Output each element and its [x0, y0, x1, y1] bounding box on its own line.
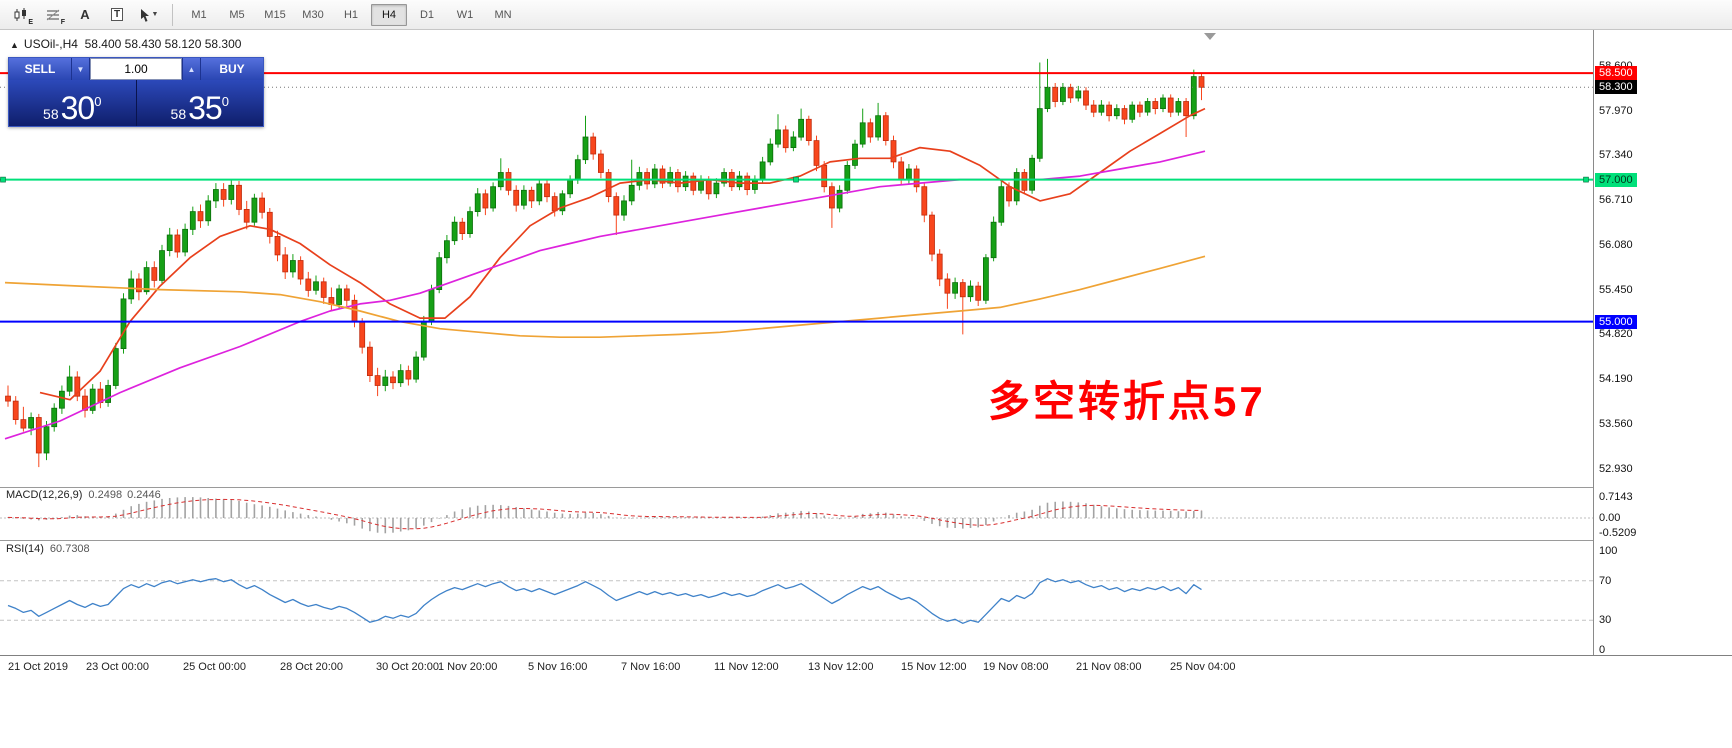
timeframe-m1-button[interactable]: M1 — [191, 8, 207, 21]
ask-main-digits: 35 — [188, 89, 223, 126]
one-click-collapse-icon[interactable]: ▲ — [10, 40, 19, 50]
rsi-axis-label: 100 — [1599, 545, 1618, 557]
chart-text-annotation: 多空转折点57 — [988, 378, 1266, 425]
timeframe-group: M1 M5 M15 M30 H1 H4 D1 W1 MN — [180, 3, 522, 26]
timeframe-w1-button[interactable]: W1 — [456, 8, 474, 21]
time-axis-label: 13 Nov 12:00 — [808, 661, 874, 673]
bid-main-digits: 30 — [60, 89, 96, 126]
price-chart-canvas[interactable] — [0, 30, 1732, 487]
timeframe-m30-button[interactable]: M30 — [302, 8, 324, 21]
timeframe-m15-button[interactable]: M15 — [264, 8, 286, 21]
price-axis-label: 56.080 — [1599, 238, 1633, 251]
text-label-icon[interactable]: T — [102, 2, 132, 28]
volume-input[interactable] — [91, 59, 181, 79]
price-axis-label: 54.190 — [1599, 373, 1633, 386]
price-level-badge: 55.000 — [1595, 314, 1637, 329]
toolbar-separator — [172, 3, 173, 26]
pointer-tools-icon[interactable]: ▼ — [134, 2, 164, 28]
price-axis-label: 53.560 — [1599, 417, 1633, 430]
drawing-tools-group: E F A T ▼ — [5, 2, 165, 28]
bid-price-button[interactable]: 58 30 0 — [9, 80, 137, 126]
time-axis-label: 11 Nov 12:00 — [714, 661, 779, 673]
timeframe-mn-button[interactable]: MN — [494, 8, 512, 21]
ask-prefix: 58 — [170, 106, 187, 122]
price-axis-label: 55.450 — [1599, 283, 1633, 296]
symbol-name: USOil-,H4 — [23, 37, 78, 51]
rsi-axis-label: 30 — [1599, 614, 1612, 627]
macd-panel-canvas[interactable] — [0, 487, 1732, 540]
price-axis[interactable]: 58.60057.97057.34056.71056.08055.45054.8… — [1594, 30, 1732, 676]
timeframe-h1-button[interactable]: H1 — [343, 8, 359, 21]
rsi-line — [7, 578, 1202, 624]
price-axis-divider — [1593, 30, 1594, 655]
time-axis-label: 21 Oct 2019 — [8, 661, 68, 673]
rsi-axis-label: 70 — [1599, 574, 1612, 587]
bid-prefix: 58 — [43, 106, 59, 122]
macd-signal-line — [7, 498, 1202, 530]
price-level-badge: 58.500 — [1595, 66, 1637, 81]
ma-fast-line — [39, 107, 1206, 401]
macd-label: MACD(12,26,9) 0.2498 0.2446 — [6, 489, 161, 501]
volume-decrease-icon[interactable]: ▼ — [72, 58, 90, 80]
price-axis-label: 52.930 — [1599, 462, 1633, 475]
time-axis-label: 5 Nov 16:00 — [528, 661, 588, 673]
time-axis-label: 23 Oct 00:00 — [86, 661, 149, 673]
rsi-label: RSI(14) 60.7308 — [6, 543, 90, 555]
ask-pipette: 0 — [221, 94, 229, 109]
time-axis-label: 21 Nov 08:00 — [1076, 661, 1142, 673]
time-axis-label: 25 Nov 04:00 — [1170, 661, 1236, 673]
time-axis-label: 7 Nov 16:00 — [621, 661, 681, 673]
time-axis-label: 19 Nov 08:00 — [983, 661, 1049, 673]
macd-axis-label: -0.5209 — [1599, 527, 1637, 540]
ma-slow-line — [4, 255, 1206, 339]
price-axis-label: 57.340 — [1599, 149, 1633, 162]
timeframe-h4-button[interactable]: H4 — [371, 3, 407, 26]
time-axis[interactable]: 21 Oct 2019 23 Oct 00:00 25 Oct 00:00 28 Oc… — [0, 655, 1732, 678]
time-axis-label: 28 Oct 20:00 — [280, 661, 343, 673]
sell-button[interactable]: SELL — [9, 58, 72, 80]
candlestick-chart-icon[interactable]: E — [6, 2, 36, 28]
volume-increase-icon[interactable]: ▲ — [182, 58, 200, 80]
price-axis-label: 54.820 — [1599, 328, 1633, 341]
price-level-badge: 57.000 — [1595, 172, 1637, 187]
time-axis-label: 15 Nov 12:00 — [901, 661, 967, 673]
rsi-axis-label: 0 — [1599, 644, 1606, 656]
time-axis-label: 25 Oct 00:00 — [183, 661, 246, 673]
time-axis-label: 30 Oct 20:00 — [376, 661, 439, 673]
bid-pipette: 0 — [94, 94, 102, 109]
text-annotation-icon[interactable]: A — [80, 7, 90, 22]
price-level-badge: 58.300 — [1595, 80, 1637, 95]
fibonacci-grid-icon[interactable]: F — [38, 2, 68, 28]
time-axis-label: 1 Nov 20:00 — [438, 661, 498, 673]
price-axis-label: 57.970 — [1599, 104, 1633, 117]
rsi-panel-divider[interactable] — [0, 540, 1732, 541]
macd-axis-label: 0.7143 — [1599, 490, 1633, 503]
price-axis-label: 56.710 — [1599, 194, 1633, 207]
ohlc-values: 58.400 58.430 58.120 58.300 — [84, 37, 242, 51]
chart-shift-marker — [1204, 33, 1216, 40]
macd-panel-divider[interactable] — [0, 487, 1732, 488]
chart-symbol-label: ▲ USOil-,H4 58.400 58.430 58.120 58.300 — [10, 37, 241, 51]
buy-button[interactable]: BUY — [200, 58, 263, 80]
timeframe-m5-button[interactable]: M5 — [229, 8, 245, 21]
ask-price-button[interactable]: 58 35 0 — [137, 80, 264, 126]
rsi-panel-canvas[interactable] — [0, 540, 1732, 655]
toolbar: E F A T ▼ M1 M5 M15 M30 H1 H4 D1 W1 MN — [0, 0, 1732, 30]
timeframe-d1-button[interactable]: D1 — [419, 8, 435, 21]
macd-axis-label: 0.00 — [1599, 512, 1621, 524]
